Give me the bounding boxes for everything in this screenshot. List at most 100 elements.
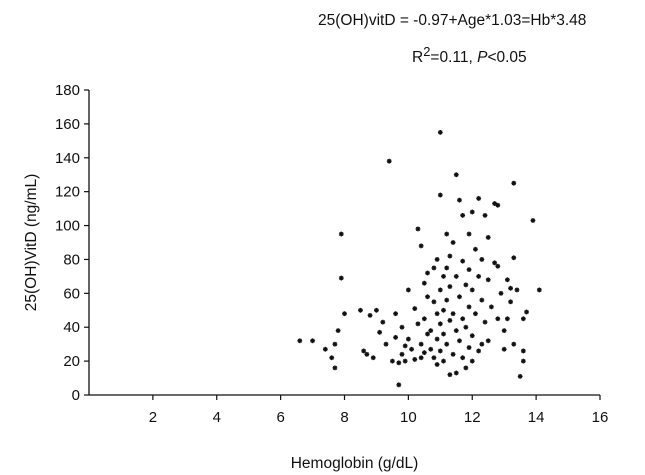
y-axis-label: 25(OH)VitD (ng/mL) — [23, 174, 40, 312]
data-point — [437, 287, 443, 293]
data-point — [425, 294, 430, 300]
data-point — [453, 273, 459, 279]
data-point — [428, 328, 434, 334]
data-point — [485, 277, 491, 283]
data-point — [492, 260, 498, 266]
data-point — [405, 336, 411, 342]
data-point — [418, 355, 424, 361]
data-point — [322, 346, 328, 352]
data-point — [383, 341, 389, 347]
data-point — [482, 212, 488, 218]
data-point — [460, 258, 466, 264]
data-point — [431, 265, 437, 271]
data-point — [412, 357, 418, 362]
data-point — [418, 243, 424, 249]
data-point — [364, 351, 370, 357]
data-point — [444, 297, 450, 303]
data-point — [469, 209, 475, 215]
r-squared-value: =0.11, — [430, 49, 473, 67]
x-tick-label: 4 — [213, 409, 221, 426]
data-point — [437, 192, 443, 198]
data-point — [338, 231, 344, 237]
x-tick-label: 6 — [276, 409, 284, 426]
data-point — [437, 129, 443, 135]
data-point — [498, 290, 504, 296]
y-tick-label: 60 — [63, 285, 80, 302]
data-point — [399, 324, 405, 330]
data-point — [504, 277, 510, 283]
data-point — [402, 343, 408, 349]
data-point — [482, 319, 488, 325]
data-point — [453, 172, 459, 178]
data-point — [520, 316, 526, 322]
data-point — [476, 348, 482, 354]
y-tick-label: 0 — [72, 387, 80, 404]
data-point — [466, 304, 472, 310]
data-point — [431, 355, 437, 361]
data-point — [511, 180, 517, 186]
data-point — [517, 373, 523, 379]
data-point — [335, 328, 341, 334]
data-points — [297, 129, 542, 388]
data-point — [466, 267, 472, 273]
data-point — [530, 218, 536, 223]
data-point — [444, 265, 450, 271]
data-point — [495, 263, 501, 269]
data-point — [469, 287, 475, 293]
data-point — [485, 235, 491, 240]
data-point — [453, 328, 459, 334]
data-point — [434, 257, 440, 262]
data-point — [447, 372, 453, 378]
data-point — [310, 338, 315, 344]
data-point — [441, 273, 446, 279]
data-point — [421, 350, 427, 356]
data-point — [380, 319, 386, 325]
data-point — [329, 355, 335, 361]
data-point — [450, 240, 456, 245]
data-point — [421, 316, 427, 322]
x-tick-label: 12 — [464, 409, 481, 426]
data-point — [399, 351, 405, 357]
p-value: <0.05 — [487, 49, 527, 67]
data-point — [441, 358, 446, 364]
y-tick-label: 40 — [63, 319, 80, 336]
data-point — [434, 311, 440, 317]
data-point — [520, 348, 526, 354]
data-point — [504, 316, 510, 322]
data-point — [338, 275, 344, 281]
data-point — [489, 304, 494, 310]
data-point — [460, 355, 466, 361]
axes: 0 20 40 60 80 100 120 140 160 180 2 4 6 8 10 12 14 16 — [55, 82, 608, 426]
data-point — [460, 212, 466, 218]
data-point — [405, 287, 411, 293]
data-point — [421, 280, 427, 286]
data-point — [447, 318, 453, 323]
data-point — [473, 246, 478, 252]
data-point — [367, 312, 373, 318]
data-point — [479, 257, 485, 262]
data-point — [415, 321, 421, 327]
data-point — [476, 273, 482, 279]
x-tick-label: 8 — [340, 409, 348, 426]
data-point — [396, 360, 402, 366]
data-point — [463, 324, 469, 330]
y-tick-label: 140 — [55, 150, 80, 167]
data-point — [447, 284, 453, 289]
data-point — [444, 231, 450, 237]
y-tick-label: 100 — [55, 218, 80, 235]
data-point — [457, 338, 462, 344]
data-point — [514, 287, 520, 293]
x-tick-label: 10 — [400, 409, 417, 426]
x-tick-label: 14 — [528, 409, 545, 426]
data-point — [520, 358, 526, 364]
data-point — [508, 299, 513, 305]
data-point — [377, 329, 383, 335]
y-tick-label: 80 — [63, 251, 80, 268]
data-point — [393, 311, 398, 317]
data-point — [447, 253, 453, 259]
data-point — [479, 341, 485, 347]
data-point — [428, 346, 434, 352]
data-point — [444, 341, 450, 347]
regression-equation: 25(OH)vitD = -0.97+Age*1.03=Hb*3.48 — [318, 12, 587, 29]
